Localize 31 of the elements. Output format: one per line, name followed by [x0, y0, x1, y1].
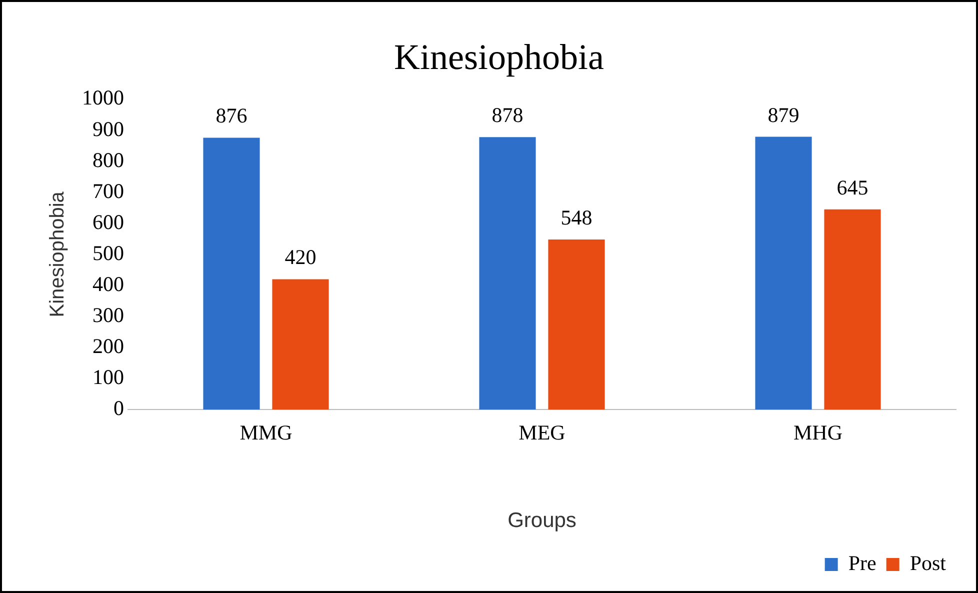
y-tick-label: 400 [92, 272, 124, 296]
bar [272, 279, 329, 410]
data-label: 548 [560, 206, 592, 230]
data-label: 879 [768, 102, 800, 127]
x-tick-label: MHG [793, 420, 843, 445]
bar [203, 138, 260, 410]
x-axis-title: Groups [508, 509, 576, 532]
bar [755, 136, 812, 410]
y-tick-label: 600 [92, 210, 124, 234]
data-label: 645 [836, 175, 868, 200]
data-label: 876 [216, 104, 248, 128]
y-tick-label: 100 [92, 365, 124, 390]
y-tick-label: 800 [92, 148, 124, 172]
bar [479, 137, 536, 410]
y-tick-label: 300 [92, 302, 124, 327]
x-tick-label: MEG [518, 420, 566, 445]
y-tick-label: 900 [92, 116, 124, 141]
y-tick-label: 700 [92, 178, 124, 203]
y-axis-title: Kinesiophobia [46, 190, 69, 318]
y-tick-label: 500 [92, 240, 124, 265]
y-tick-label: 1000 [82, 86, 124, 110]
legend-label: Pre [848, 551, 876, 576]
bar [824, 209, 881, 410]
bar [548, 240, 605, 410]
legend-label: Post [910, 551, 946, 576]
y-tick-label: 200 [92, 334, 124, 358]
y-tick-label: 0 [114, 396, 124, 420]
x-tick-label: MMG [240, 420, 292, 445]
data-label: 878 [492, 103, 524, 128]
chart-title: Kinesiophobia [394, 37, 604, 78]
data-label: 420 [284, 245, 316, 270]
